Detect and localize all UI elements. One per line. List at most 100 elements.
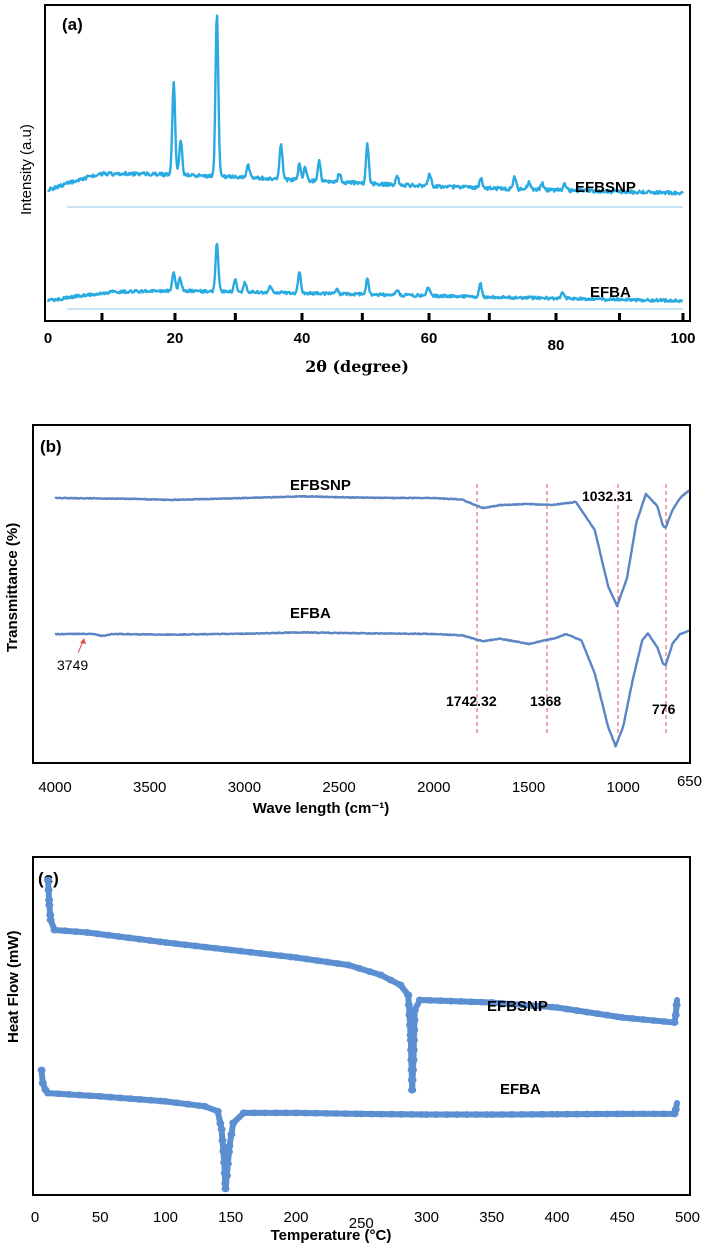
x-tick-label: 300 [414, 1209, 439, 1226]
series-marker-efbsnp [246, 948, 255, 956]
series-line-efba [38, 1067, 681, 1192]
series-marker-efba [452, 1111, 461, 1118]
series-marker-efba [442, 1111, 451, 1118]
series-marker-efbsnp [404, 1001, 413, 1009]
series-marker-efba [239, 1109, 248, 1117]
series-marker-efbsnp [171, 940, 180, 948]
series-marker-efbsnp [211, 944, 220, 952]
series-marker-efbsnp [44, 876, 53, 884]
annotation-3749-arrow [77, 638, 86, 654]
series-marker-efbsnp [256, 950, 265, 957]
series-marker-efbsnp [456, 998, 465, 1005]
series-marker-efba [116, 1094, 125, 1102]
annotation-3749: 3749 [57, 657, 88, 673]
series-marker-efba [260, 1109, 269, 1117]
series-marker-efbsnp [553, 1004, 561, 1011]
series-marker-efbsnp [408, 1086, 417, 1094]
x-tick-label: 1000 [607, 779, 640, 796]
series-marker-efba [357, 1110, 366, 1118]
series-marker-efbsnp [660, 1018, 669, 1025]
series-marker-efba [271, 1109, 280, 1117]
series-marker-efba [106, 1093, 115, 1101]
x-tick-label: 20 [167, 330, 184, 347]
series-marker-efba [649, 1110, 658, 1118]
x-tick-label: 3500 [133, 779, 166, 796]
x-tick-label: 0 [44, 330, 52, 347]
panel-a-x-axis-label: 2θ (degree) [305, 357, 409, 376]
annotation-1368: 1368 [530, 693, 561, 709]
x-tick-label: 2000 [417, 779, 450, 796]
series-marker-efbsnp [323, 958, 332, 966]
series-marker-efbsnp [266, 951, 275, 959]
series-marker-efba [312, 1109, 321, 1117]
x-tick-label: 100 [153, 1209, 178, 1226]
series-marker-efbsnp [333, 960, 342, 967]
series-line-efba [54, 629, 690, 748]
series-marker-efba [281, 1109, 290, 1117]
panel-c-frame [32, 856, 691, 1196]
series-marker-efbsnp [603, 1011, 612, 1019]
series-marker-efba [553, 1110, 561, 1118]
series-marker-efbsnp [409, 1036, 418, 1044]
series-marker-efbsnp [46, 916, 55, 924]
x-tick-label: 1500 [512, 779, 545, 796]
x-tick-label: 350 [479, 1209, 504, 1226]
series-marker-efba [472, 1111, 481, 1118]
series-marker-efbsnp [537, 1002, 546, 1010]
series-marker-efbsnp [365, 968, 374, 976]
series-marker-efba [302, 1109, 311, 1117]
series-marker-efbsnp [408, 1076, 417, 1084]
series-marker-efbsnp [355, 964, 364, 972]
series-marker-efbsnp [477, 998, 486, 1006]
series-marker-efbsnp [145, 937, 154, 944]
series-marker-efbsnp [671, 1011, 680, 1019]
panel-b-label: (b) [40, 437, 62, 456]
panel-a-tick-marks [100, 313, 685, 321]
series-marker-efbsnp [415, 996, 424, 1004]
x-tick-label: 60 [421, 330, 438, 347]
annotation-1742: 1742.32 [446, 693, 497, 709]
series-marker-efbsnp [104, 931, 113, 939]
series-marker-efba [322, 1109, 331, 1117]
series-marker-efbsnp [639, 1016, 648, 1023]
series-marker-efba [225, 1142, 234, 1150]
series-marker-efbsnp [46, 911, 55, 919]
series-marker-efba [96, 1093, 105, 1100]
series-marker-efba [64, 1091, 73, 1098]
series-marker-efbsnp [44, 886, 53, 894]
x-tick-label: 250 [349, 1215, 374, 1232]
series-marker-efba [221, 1185, 230, 1193]
panel-a: (a) Intensity (a.u) EFBSNP EFBA 0 20 40 60 8… [18, 4, 696, 376]
series-marker-efba [172, 1099, 181, 1107]
series-marker-efbsnp [161, 939, 170, 946]
series-marker-efbsnp [72, 928, 81, 936]
x-tick-label: 50 [92, 1209, 109, 1226]
series-marker-efba [54, 1090, 63, 1098]
series-marker-efbsnp [292, 954, 300, 961]
series-marker-efba [603, 1110, 612, 1118]
series-marker-efba [367, 1110, 376, 1118]
series-marker-efba [573, 1110, 582, 1118]
panel-a-x-tick-labels: 0 20 40 60 80 100 [44, 330, 696, 354]
series-marker-efbsnp [406, 1021, 415, 1029]
series-marker-efba [487, 1111, 496, 1118]
series-marker-efbsnp [45, 901, 54, 909]
series-marker-efbsnp [409, 1046, 418, 1054]
series-marker-efba [221, 1180, 230, 1187]
series-marker-efba [250, 1109, 259, 1117]
series-marker-efba [38, 1079, 47, 1087]
series-marker-efba [37, 1066, 46, 1074]
series-marker-efbsnp [507, 1000, 516, 1008]
panel-a-y-axis-label: Intensity (a.u) [18, 124, 35, 215]
x-tick-label: 3000 [228, 779, 261, 796]
series-marker-efbsnp [583, 1008, 592, 1016]
panel-c-y-axis-label: Heat Flow (mW) [5, 931, 22, 1044]
annotation-776: 776 [652, 701, 676, 717]
x-tick-label: 80 [548, 337, 565, 354]
series-marker-efbsnp [302, 955, 311, 963]
series-marker-efbsnp [563, 1005, 572, 1013]
panel-c-x-tick-labels: 0 50 100 150 200 250 300 350 400 450 500 [31, 1209, 700, 1232]
series-marker-efbsnp [410, 1016, 419, 1024]
series-marker-efbsnp [312, 957, 321, 964]
